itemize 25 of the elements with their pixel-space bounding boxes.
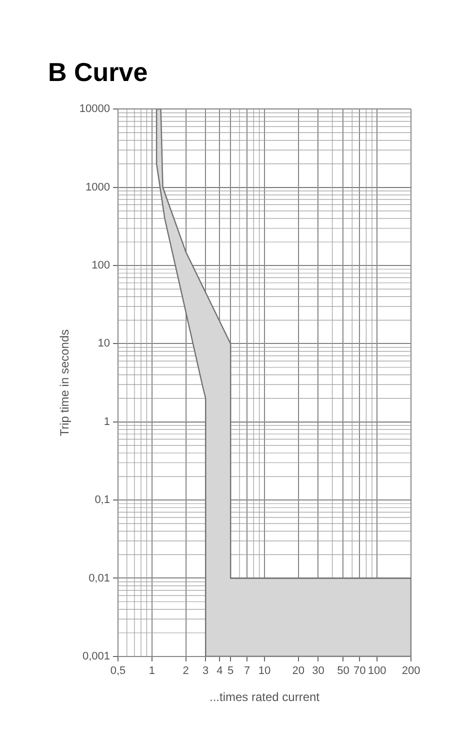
y-tick-label: 10	[98, 338, 110, 350]
y-tick-label: 0,1	[94, 494, 110, 506]
x-tick-label: 4	[216, 665, 223, 678]
x-tick-label: 5	[228, 665, 234, 678]
chart-title: B Curve	[48, 56, 148, 87]
y-tick-label: 0,001	[82, 650, 110, 662]
y-tick-label: 10000	[79, 103, 110, 116]
x-tick-label: 10	[258, 665, 271, 678]
y-axis-title: Trip time in seconds	[58, 329, 72, 436]
x-tick-label: 30	[312, 665, 324, 678]
x-axis-title: ...times rated current	[209, 690, 320, 704]
x-tick-label: 50	[337, 665, 350, 678]
x-tick-label: 3	[202, 665, 209, 678]
x-tick-label: 70	[354, 665, 366, 678]
x-tick-label: 100	[368, 665, 386, 678]
y-tick-label: 100	[92, 260, 110, 272]
x-tick-label: 200	[402, 665, 420, 678]
x-tick-label: 0,5	[110, 665, 126, 678]
y-tick-label: 1	[104, 416, 110, 428]
y-tick-label: 1000	[86, 181, 110, 194]
x-tick-label: 2	[182, 665, 189, 678]
y-tick-label: 0,01	[88, 572, 110, 584]
x-tick-label: 7	[244, 665, 250, 678]
x-tick-label: 20	[292, 665, 305, 678]
x-tick-label: 1	[148, 665, 155, 678]
